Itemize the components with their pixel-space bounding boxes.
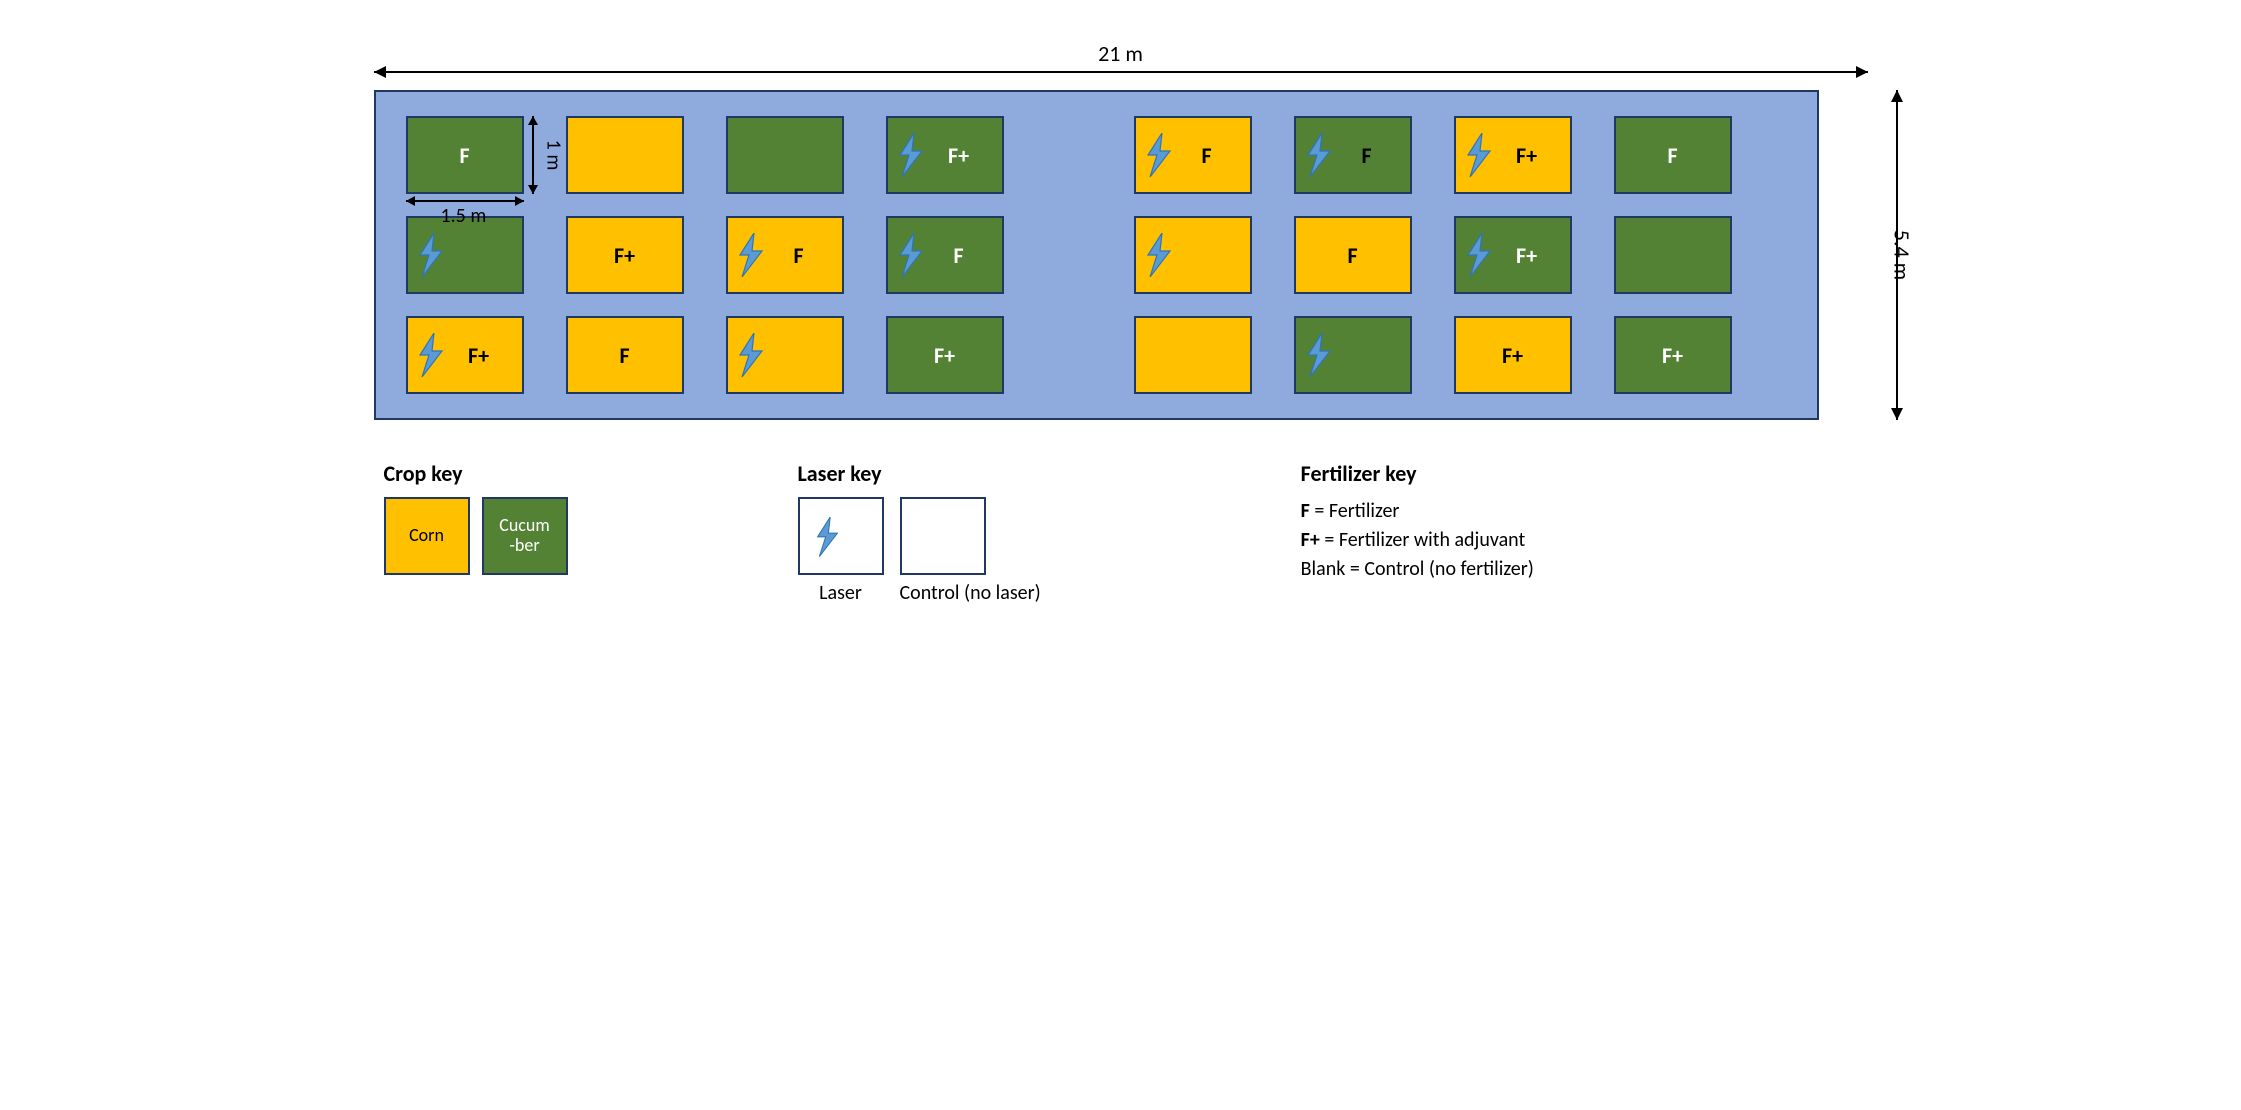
laser-off-caption: Control (no laser) <box>900 581 1041 605</box>
crop-swatch-cucumber: Cucum -ber <box>482 497 568 575</box>
fertilizer-legend-lines: F = Fertilizer F+ = Fertilizer with adju… <box>1301 497 1534 584</box>
bolt-icon <box>1304 333 1334 377</box>
plot-label: F+ <box>614 242 635 269</box>
width-dimension: 21 m <box>374 40 1868 73</box>
plot-label: F+ <box>1662 342 1683 369</box>
bolt-icon <box>736 233 766 277</box>
plot-label: F <box>1667 142 1677 169</box>
plot: F <box>406 116 524 194</box>
legend-row: Crop key Corn Cucum -ber Laser key Laser… <box>374 460 1868 605</box>
fert-key-fp: F+ <box>1301 528 1320 552</box>
plot-width-arrow <box>406 200 524 202</box>
laser-on-box <box>798 497 884 575</box>
bolt-icon <box>896 133 926 177</box>
bolt-icon <box>814 517 841 557</box>
field-area: F F+ F F F+ F F+ F F F F+ F+ F F+ F+ F+ 1 m… <box>374 90 1819 420</box>
plot <box>1614 216 1732 294</box>
plot-label: F+ <box>934 342 955 369</box>
crop-swatch-corn: Corn <box>384 497 470 575</box>
plot: F <box>566 316 684 394</box>
plot: F+ <box>1454 116 1572 194</box>
fert-key-f-desc: = Fertilizer <box>1310 499 1400 523</box>
plot: F <box>1134 116 1252 194</box>
bolt-icon <box>1464 133 1494 177</box>
plot-height-label: 1 m <box>541 140 565 171</box>
plot <box>726 116 844 194</box>
plot: F <box>726 216 844 294</box>
plot: F+ <box>886 116 1004 194</box>
laser-on-caption: Laser <box>798 581 884 605</box>
bolt-icon <box>1464 233 1494 277</box>
bolt-icon <box>1144 233 1174 277</box>
bolt-icon <box>896 233 926 277</box>
plot-label: F <box>1347 242 1357 269</box>
fert-key-fp-desc: = Fertilizer with adjuvant <box>1320 528 1525 552</box>
plot-grid: F F+ F F F+ F F+ F F F F+ F+ F F+ F+ F+ <box>376 92 1817 418</box>
fert-key-f: F <box>1301 499 1310 523</box>
laser-swatch-on: Laser <box>798 497 884 605</box>
plot-label: F <box>925 242 963 269</box>
fertilizer-legend-title: Fertilizer key <box>1301 460 1534 487</box>
laser-legend: Laser key Laser Control (no laser) <box>798 460 1041 605</box>
fertilizer-legend: Fertilizer key F = Fertilizer F+ = Ferti… <box>1301 460 1534 605</box>
diagram-canvas: 21 m 5.4 m F F+ F F F+F F+ F F F F+ F+F … <box>374 40 1868 780</box>
crop-swatch-cucumber-label: Cucum -ber <box>499 516 550 556</box>
laser-swatch-off: Control (no laser) <box>900 497 1041 605</box>
fert-key-blank: Blank = Control (no fertilizer) <box>1301 555 1534 584</box>
plot: F+ <box>1454 316 1572 394</box>
crop-legend: Crop key Corn Cucum -ber <box>384 460 568 605</box>
plot-width-label: 1.5 m <box>441 204 487 228</box>
plot: F+ <box>406 316 524 394</box>
laser-legend-title: Laser key <box>798 460 1041 487</box>
plot-label: F <box>765 242 803 269</box>
height-dimension-label: 5.4 m <box>1889 230 1916 280</box>
plot: F+ <box>1454 216 1572 294</box>
plot <box>726 316 844 394</box>
plot <box>1134 216 1252 294</box>
plot: F+ <box>886 316 1004 394</box>
plot-label: F+ <box>1502 342 1523 369</box>
plot: F <box>1294 216 1412 294</box>
width-dimension-arrow <box>374 71 1868 73</box>
plot: F <box>1294 116 1412 194</box>
plot-label: F <box>459 142 469 169</box>
plot-label: F <box>1333 142 1371 169</box>
crop-swatch-corn-label: Corn <box>409 526 444 546</box>
laser-off-box <box>900 497 986 575</box>
width-dimension-label: 21 m <box>374 40 1868 67</box>
bolt-icon <box>736 333 766 377</box>
bolt-icon <box>416 233 446 277</box>
plot: F+ <box>566 216 684 294</box>
bolt-icon <box>416 333 446 377</box>
bolt-icon <box>1304 133 1334 177</box>
plot: F <box>1614 116 1732 194</box>
plot: F <box>886 216 1004 294</box>
plot-label: F <box>1173 142 1211 169</box>
crop-legend-title: Crop key <box>384 460 568 487</box>
plot <box>1134 316 1252 394</box>
plot <box>566 116 684 194</box>
plot-height-arrow <box>532 116 534 194</box>
plot <box>1294 316 1412 394</box>
plot-label: F <box>619 342 629 369</box>
plot: F+ <box>1614 316 1732 394</box>
bolt-icon <box>1144 133 1174 177</box>
